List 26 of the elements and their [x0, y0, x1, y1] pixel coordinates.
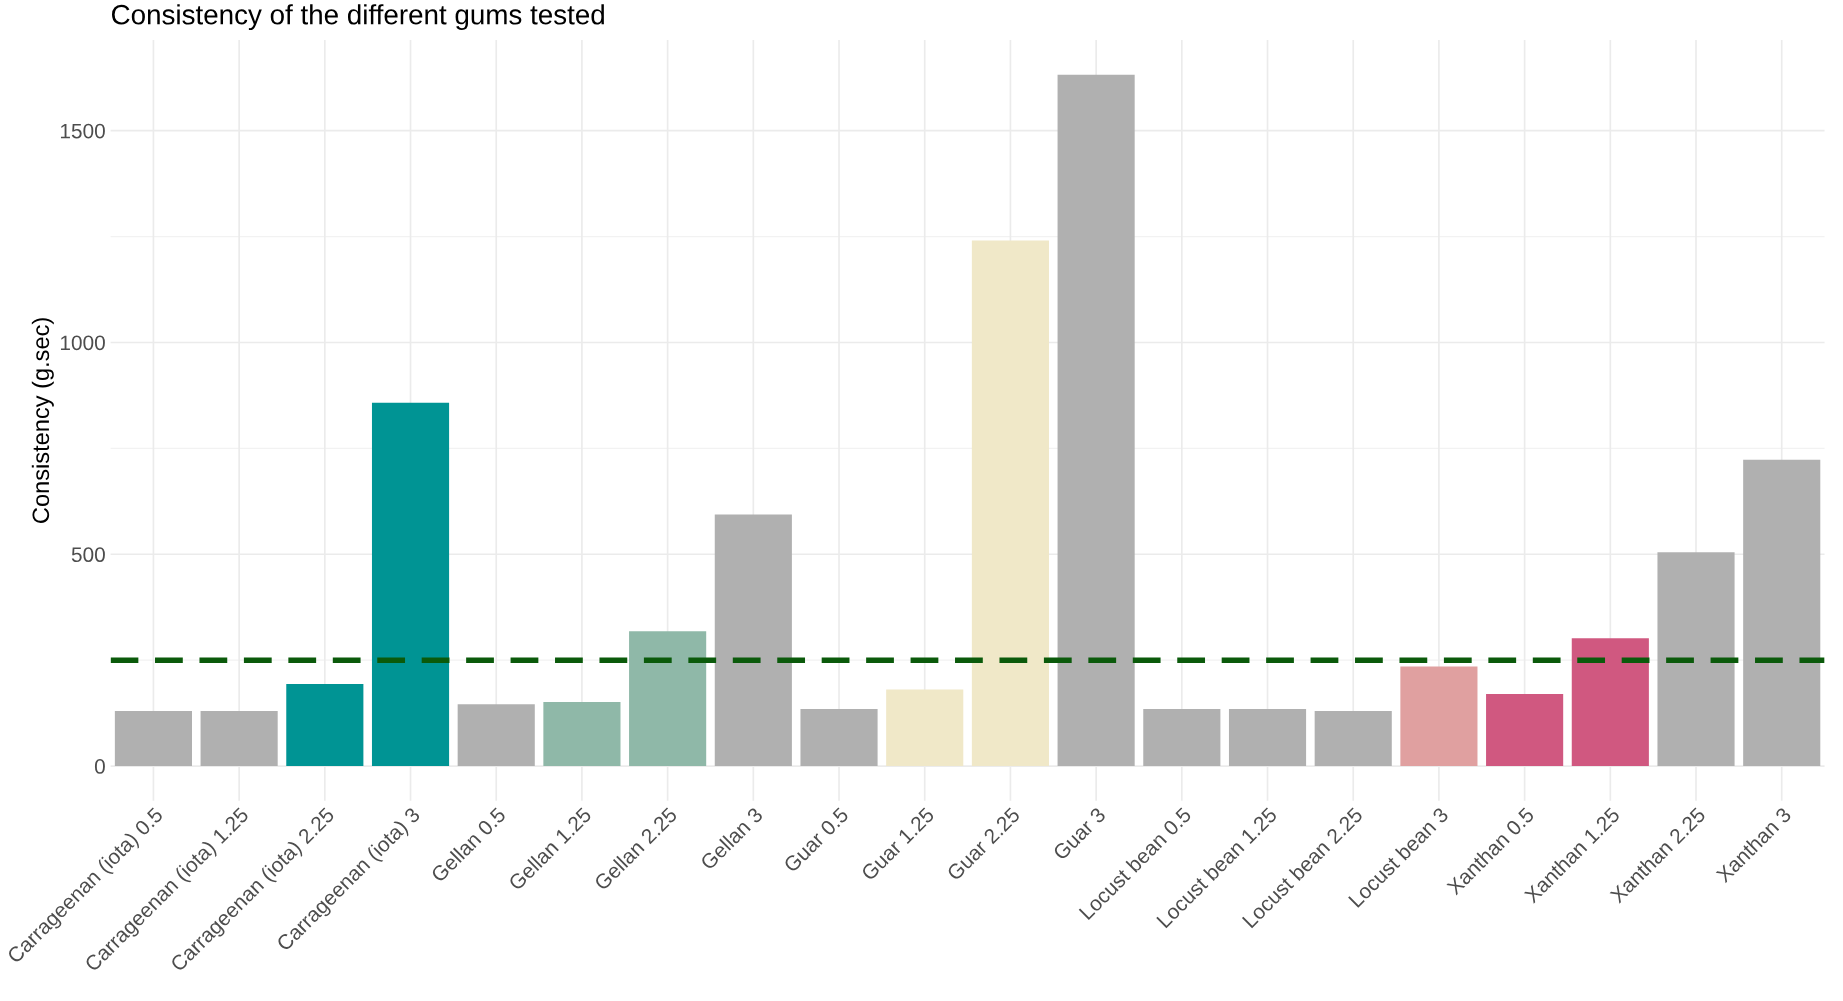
bar [1486, 694, 1564, 767]
bar [629, 631, 707, 767]
bar [114, 711, 192, 767]
bar [1314, 711, 1392, 767]
bar [286, 683, 364, 767]
bar [886, 689, 964, 767]
bar [971, 240, 1049, 767]
bar [1571, 638, 1649, 767]
bar [543, 702, 621, 767]
bar [1228, 708, 1307, 767]
bar [457, 704, 535, 767]
bar [1743, 459, 1821, 767]
y-tick-label: 1000 [60, 335, 105, 351]
bar [1057, 74, 1135, 767]
chart-title: Consistency of the different gums tested [111, 4, 604, 31]
y-axis-title: Consistency (g.sec) [31, 318, 54, 523]
y-tick-label: 0 [94, 759, 105, 774]
y-tick-label: 1500 [60, 123, 105, 139]
bar [200, 711, 278, 767]
y-tick-label: 500 [71, 547, 105, 563]
bar [371, 402, 450, 767]
bar [1143, 708, 1221, 767]
bar [1657, 552, 1735, 767]
bar [714, 514, 792, 767]
bar [1400, 666, 1478, 767]
bar [800, 708, 878, 767]
